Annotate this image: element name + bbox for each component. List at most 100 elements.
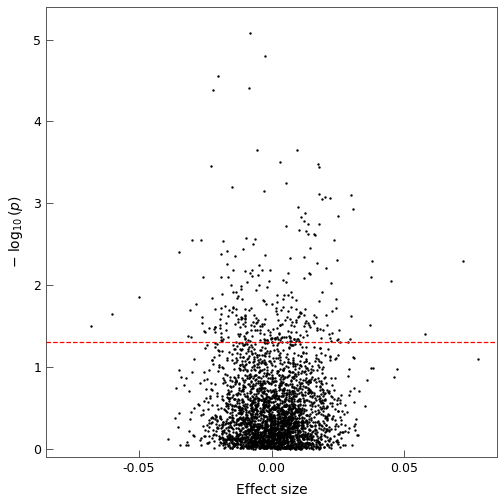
- Point: [331, 355, 339, 363]
- Point: [277, 428, 285, 436]
- Point: [232, 440, 240, 448]
- Point: [238, 431, 246, 439]
- Point: [261, 52, 269, 60]
- Point: [313, 259, 321, 267]
- Point: [302, 378, 310, 386]
- Point: [284, 357, 292, 365]
- Point: [279, 432, 287, 440]
- Point: [323, 379, 331, 387]
- Point: [271, 434, 279, 442]
- Point: [294, 418, 302, 426]
- Point: [219, 427, 227, 435]
- Point: [256, 433, 264, 441]
- Point: [289, 414, 297, 422]
- Point: [243, 372, 251, 381]
- Point: [252, 440, 260, 449]
- Point: [285, 403, 293, 411]
- Point: [262, 427, 270, 435]
- Point: [244, 433, 253, 441]
- Point: [244, 426, 252, 434]
- Point: [242, 411, 250, 419]
- Point: [289, 423, 297, 431]
- Point: [273, 377, 281, 385]
- Point: [322, 264, 330, 272]
- Point: [251, 402, 260, 410]
- Point: [269, 429, 277, 437]
- Point: [334, 440, 342, 448]
- Point: [317, 405, 325, 413]
- Point: [252, 439, 260, 447]
- Point: [229, 383, 237, 391]
- Point: [305, 369, 313, 377]
- Point: [296, 357, 304, 365]
- Point: [300, 435, 308, 443]
- Point: [307, 368, 316, 376]
- Point: [175, 248, 183, 257]
- Point: [262, 425, 270, 433]
- Point: [266, 406, 274, 414]
- Point: [327, 353, 335, 361]
- Point: [301, 440, 309, 449]
- Point: [276, 406, 284, 414]
- Point: [258, 438, 266, 447]
- Point: [301, 383, 309, 391]
- Point: [232, 358, 240, 366]
- Point: [307, 392, 316, 400]
- Point: [230, 442, 238, 450]
- Point: [278, 371, 286, 379]
- Point: [267, 424, 275, 432]
- Point: [237, 420, 245, 428]
- Point: [284, 420, 292, 428]
- Point: [236, 444, 244, 452]
- Point: [225, 438, 233, 447]
- Point: [253, 351, 261, 359]
- Point: [239, 397, 247, 405]
- Point: [270, 404, 278, 412]
- Point: [253, 386, 261, 394]
- Point: [233, 409, 241, 417]
- Point: [258, 381, 266, 389]
- Point: [271, 334, 279, 342]
- Point: [290, 435, 298, 443]
- Point: [335, 430, 343, 438]
- Point: [233, 399, 241, 407]
- Point: [243, 347, 251, 355]
- Point: [229, 359, 237, 367]
- Point: [278, 333, 286, 341]
- Point: [289, 415, 297, 423]
- Point: [273, 420, 281, 428]
- Point: [258, 436, 266, 444]
- Point: [275, 442, 283, 450]
- Point: [294, 368, 302, 376]
- Point: [262, 431, 270, 439]
- Point: [260, 436, 268, 444]
- Point: [254, 422, 262, 430]
- Point: [258, 396, 266, 404]
- Point: [277, 440, 285, 448]
- Point: [279, 377, 287, 386]
- Point: [284, 444, 292, 452]
- Point: [278, 386, 286, 394]
- Point: [292, 415, 300, 423]
- Point: [196, 379, 204, 387]
- Point: [294, 398, 302, 406]
- Point: [230, 395, 238, 403]
- Point: [266, 417, 274, 425]
- Point: [289, 443, 297, 451]
- Point: [224, 273, 232, 281]
- Point: [304, 442, 312, 450]
- Point: [274, 415, 282, 423]
- Point: [254, 429, 262, 437]
- Point: [262, 436, 270, 444]
- Point: [242, 338, 250, 346]
- Point: [296, 397, 304, 405]
- Point: [278, 413, 286, 421]
- Point: [268, 435, 276, 443]
- Point: [251, 371, 260, 380]
- Point: [269, 436, 277, 444]
- Point: [351, 420, 359, 428]
- Point: [331, 422, 339, 430]
- Point: [307, 375, 315, 383]
- Point: [289, 360, 297, 368]
- Point: [267, 419, 275, 427]
